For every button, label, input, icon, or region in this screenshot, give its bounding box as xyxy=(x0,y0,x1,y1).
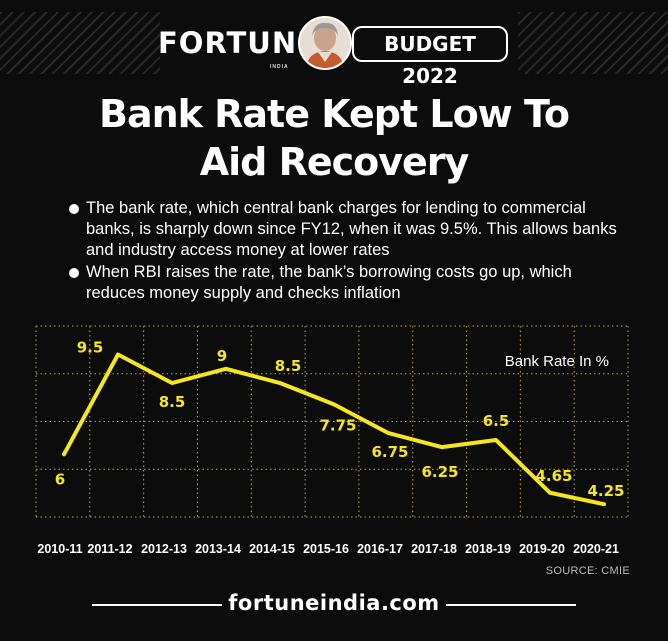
bullet-text: When RBI raises the rate, the bank’s bor… xyxy=(86,263,572,302)
x-tick-label: 2011-12 xyxy=(87,542,132,556)
line-chart: 6 9.5 8.5 9 8.5 7.75 6.75 6.25 6.5 4.65 4.25 2010-1… xyxy=(35,325,629,556)
data-label: 8.5 xyxy=(159,393,186,411)
brand-logo: FORTUNE xyxy=(158,26,318,60)
bullet-text: The bank rate, which central bank charge… xyxy=(86,199,617,259)
page-title-line-1: Bank Rate Kept Low To xyxy=(98,92,570,136)
data-label: 7.75 xyxy=(319,416,356,434)
brand-sub: INDIA xyxy=(270,64,289,70)
data-label: 9 xyxy=(217,347,227,365)
page-title-line-2: Aid Recovery xyxy=(199,140,470,184)
x-tick-label: 2014-15 xyxy=(249,542,295,556)
footer: fortuneindia.com xyxy=(0,590,668,620)
source-note: SOURCE: CMIE xyxy=(545,565,630,577)
data-label: 8.5 xyxy=(275,357,302,375)
header: FORTUNE INDIA BUDGET 2022 xyxy=(0,12,668,88)
bullet-dot xyxy=(69,268,79,278)
header-hatch-right xyxy=(518,12,668,74)
series-line xyxy=(62,352,606,507)
footer-rule-left xyxy=(92,604,222,606)
avatar xyxy=(298,16,352,70)
budget-badge: BUDGET 2022 xyxy=(352,26,508,88)
bullet-dot xyxy=(69,204,79,214)
x-tick-label: 2019-20 xyxy=(519,542,565,556)
x-tick-label: 2013-14 xyxy=(195,542,241,556)
x-tick-label: 2010-11 xyxy=(37,542,82,556)
data-label: 6 xyxy=(55,470,65,488)
x-tick-label: 2020-21 xyxy=(573,542,619,556)
bullet-list: The bank rate, which central bank charge… xyxy=(68,198,628,305)
x-tick-label: 2015-16 xyxy=(303,542,349,556)
x-tick-label: 2012-13 xyxy=(141,542,187,556)
data-label: 6.5 xyxy=(483,412,510,430)
data-label: 6.75 xyxy=(371,443,408,461)
footer-rule-right xyxy=(446,604,576,606)
x-tick-label: 2017-18 xyxy=(411,542,457,556)
data-label: 4.25 xyxy=(587,482,624,500)
data-label: 9.5 xyxy=(77,339,104,357)
legend-label: Bank Rate In % xyxy=(505,353,609,370)
x-tick-label: 2018-19 xyxy=(465,542,511,556)
data-label: 6.25 xyxy=(421,463,458,481)
site-url: fortuneindia.com xyxy=(228,591,440,615)
x-tick-label: 2016-17 xyxy=(357,542,403,556)
header-hatch-left xyxy=(0,12,160,74)
bullet-item: When RBI raises the rate, the bank’s bor… xyxy=(68,262,628,304)
bullet-item: The bank rate, which central bank charge… xyxy=(68,198,628,261)
data-label: 4.65 xyxy=(535,467,572,485)
